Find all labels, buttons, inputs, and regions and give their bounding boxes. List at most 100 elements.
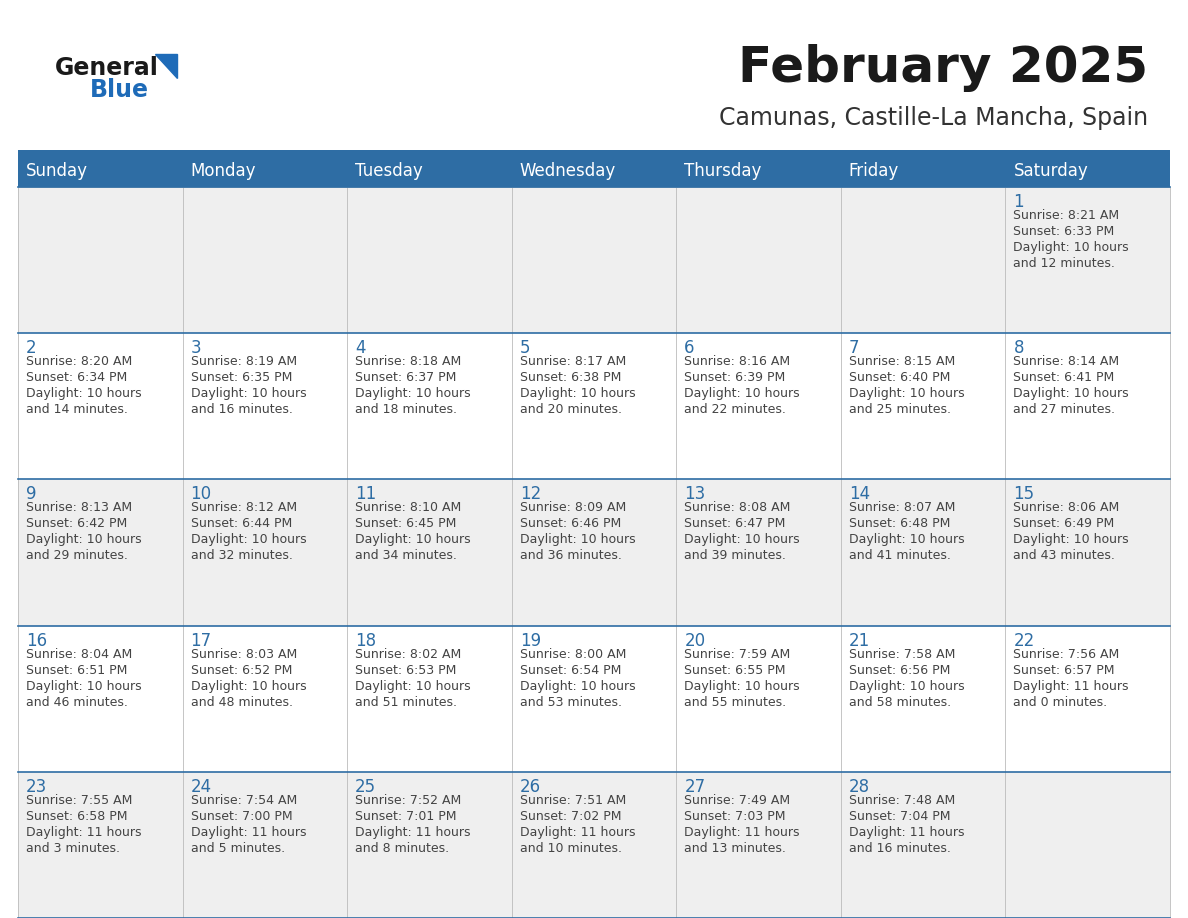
Text: Sunset: 7:04 PM: Sunset: 7:04 PM <box>849 810 950 823</box>
Text: Daylight: 10 hours: Daylight: 10 hours <box>684 387 800 400</box>
Text: Sunset: 6:57 PM: Sunset: 6:57 PM <box>1013 664 1114 677</box>
Text: Sunset: 7:00 PM: Sunset: 7:00 PM <box>190 810 292 823</box>
Text: and 18 minutes.: and 18 minutes. <box>355 403 457 416</box>
Text: Sunday: Sunday <box>26 162 88 180</box>
Text: Sunrise: 8:08 AM: Sunrise: 8:08 AM <box>684 501 791 514</box>
Text: 8: 8 <box>1013 339 1024 357</box>
Text: Sunset: 6:55 PM: Sunset: 6:55 PM <box>684 664 785 677</box>
Bar <box>347 479 512 625</box>
Text: Sunrise: 8:12 AM: Sunrise: 8:12 AM <box>190 501 297 514</box>
Text: and 3 minutes.: and 3 minutes. <box>26 842 120 855</box>
Text: Sunrise: 8:07 AM: Sunrise: 8:07 AM <box>849 501 955 514</box>
Text: Sunrise: 7:52 AM: Sunrise: 7:52 AM <box>355 794 461 807</box>
Text: 7: 7 <box>849 339 859 357</box>
Text: and 41 minutes.: and 41 minutes. <box>849 549 950 563</box>
Text: Daylight: 10 hours: Daylight: 10 hours <box>26 533 141 546</box>
Bar <box>512 772 676 918</box>
Text: Sunset: 7:01 PM: Sunset: 7:01 PM <box>355 810 456 823</box>
Text: Sunset: 6:48 PM: Sunset: 6:48 PM <box>849 518 950 531</box>
Bar <box>18 187 1170 918</box>
Text: and 12 minutes.: and 12 minutes. <box>1013 257 1116 270</box>
Text: and 55 minutes.: and 55 minutes. <box>684 696 786 709</box>
Text: Sunrise: 8:13 AM: Sunrise: 8:13 AM <box>26 501 132 514</box>
Text: Daylight: 10 hours: Daylight: 10 hours <box>1013 387 1129 400</box>
Text: Sunrise: 8:21 AM: Sunrise: 8:21 AM <box>1013 209 1119 222</box>
Text: Daylight: 11 hours: Daylight: 11 hours <box>849 826 965 839</box>
Bar <box>347 772 512 918</box>
Text: General: General <box>55 56 159 80</box>
Text: Sunset: 6:45 PM: Sunset: 6:45 PM <box>355 518 456 531</box>
Text: and 14 minutes.: and 14 minutes. <box>26 403 128 416</box>
Text: 1: 1 <box>1013 193 1024 211</box>
Bar <box>676 625 841 772</box>
Bar <box>347 333 512 479</box>
Text: Sunrise: 8:10 AM: Sunrise: 8:10 AM <box>355 501 461 514</box>
Bar <box>512 155 676 187</box>
Text: and 25 minutes.: and 25 minutes. <box>849 403 950 416</box>
Bar <box>1005 333 1170 479</box>
Bar <box>676 772 841 918</box>
Text: and 20 minutes.: and 20 minutes. <box>519 403 621 416</box>
Text: Daylight: 11 hours: Daylight: 11 hours <box>355 826 470 839</box>
Text: Sunset: 6:40 PM: Sunset: 6:40 PM <box>849 371 950 385</box>
Text: Daylight: 10 hours: Daylight: 10 hours <box>684 679 800 692</box>
Text: 24: 24 <box>190 778 211 796</box>
Bar <box>18 150 1170 155</box>
Bar <box>183 625 347 772</box>
Text: Sunrise: 8:03 AM: Sunrise: 8:03 AM <box>190 647 297 661</box>
Text: Daylight: 10 hours: Daylight: 10 hours <box>1013 241 1129 254</box>
Text: Monday: Monday <box>190 162 257 180</box>
Text: 18: 18 <box>355 632 377 650</box>
Text: Sunset: 6:35 PM: Sunset: 6:35 PM <box>190 371 292 385</box>
Text: Thursday: Thursday <box>684 162 762 180</box>
Text: Wednesday: Wednesday <box>519 162 615 180</box>
Text: and 22 minutes.: and 22 minutes. <box>684 403 786 416</box>
Bar <box>841 155 1005 187</box>
Text: Sunrise: 8:00 AM: Sunrise: 8:00 AM <box>519 647 626 661</box>
Text: Daylight: 10 hours: Daylight: 10 hours <box>355 533 470 546</box>
Text: Friday: Friday <box>849 162 899 180</box>
Bar <box>347 155 512 187</box>
Text: Sunrise: 8:09 AM: Sunrise: 8:09 AM <box>519 501 626 514</box>
Text: 26: 26 <box>519 778 541 796</box>
Bar <box>18 187 183 333</box>
Text: Daylight: 10 hours: Daylight: 10 hours <box>190 533 307 546</box>
Text: Tuesday: Tuesday <box>355 162 423 180</box>
Text: Daylight: 10 hours: Daylight: 10 hours <box>26 679 141 692</box>
Text: Daylight: 10 hours: Daylight: 10 hours <box>355 679 470 692</box>
Text: Sunrise: 8:19 AM: Sunrise: 8:19 AM <box>190 355 297 368</box>
Text: Daylight: 10 hours: Daylight: 10 hours <box>190 679 307 692</box>
Text: Daylight: 10 hours: Daylight: 10 hours <box>190 387 307 400</box>
Text: Daylight: 11 hours: Daylight: 11 hours <box>684 826 800 839</box>
Text: Daylight: 10 hours: Daylight: 10 hours <box>26 387 141 400</box>
Text: and 8 minutes.: and 8 minutes. <box>355 842 449 855</box>
Text: Daylight: 10 hours: Daylight: 10 hours <box>355 387 470 400</box>
Bar <box>18 479 183 625</box>
Text: 13: 13 <box>684 486 706 503</box>
Text: and 36 minutes.: and 36 minutes. <box>519 549 621 563</box>
Text: Daylight: 10 hours: Daylight: 10 hours <box>1013 533 1129 546</box>
Text: Sunrise: 8:15 AM: Sunrise: 8:15 AM <box>849 355 955 368</box>
Text: Sunrise: 7:49 AM: Sunrise: 7:49 AM <box>684 794 790 807</box>
Text: Daylight: 11 hours: Daylight: 11 hours <box>26 826 141 839</box>
Bar <box>347 187 512 333</box>
Text: 2: 2 <box>26 339 37 357</box>
Bar <box>18 772 183 918</box>
Text: Sunset: 6:58 PM: Sunset: 6:58 PM <box>26 810 127 823</box>
Text: Sunset: 6:51 PM: Sunset: 6:51 PM <box>26 664 127 677</box>
Text: and 48 minutes.: and 48 minutes. <box>190 696 292 709</box>
Text: Sunrise: 8:02 AM: Sunrise: 8:02 AM <box>355 647 461 661</box>
Text: Sunrise: 7:56 AM: Sunrise: 7:56 AM <box>1013 647 1119 661</box>
Text: and 46 minutes.: and 46 minutes. <box>26 696 128 709</box>
Text: Sunset: 6:41 PM: Sunset: 6:41 PM <box>1013 371 1114 385</box>
Text: 27: 27 <box>684 778 706 796</box>
Text: Sunset: 6:56 PM: Sunset: 6:56 PM <box>849 664 950 677</box>
Text: and 51 minutes.: and 51 minutes. <box>355 696 457 709</box>
Text: Sunset: 6:54 PM: Sunset: 6:54 PM <box>519 664 621 677</box>
Text: and 27 minutes.: and 27 minutes. <box>1013 403 1116 416</box>
Bar <box>512 187 676 333</box>
Bar <box>183 772 347 918</box>
Bar <box>512 625 676 772</box>
Text: Camunas, Castille-La Mancha, Spain: Camunas, Castille-La Mancha, Spain <box>719 106 1148 130</box>
Text: Sunset: 6:37 PM: Sunset: 6:37 PM <box>355 371 456 385</box>
